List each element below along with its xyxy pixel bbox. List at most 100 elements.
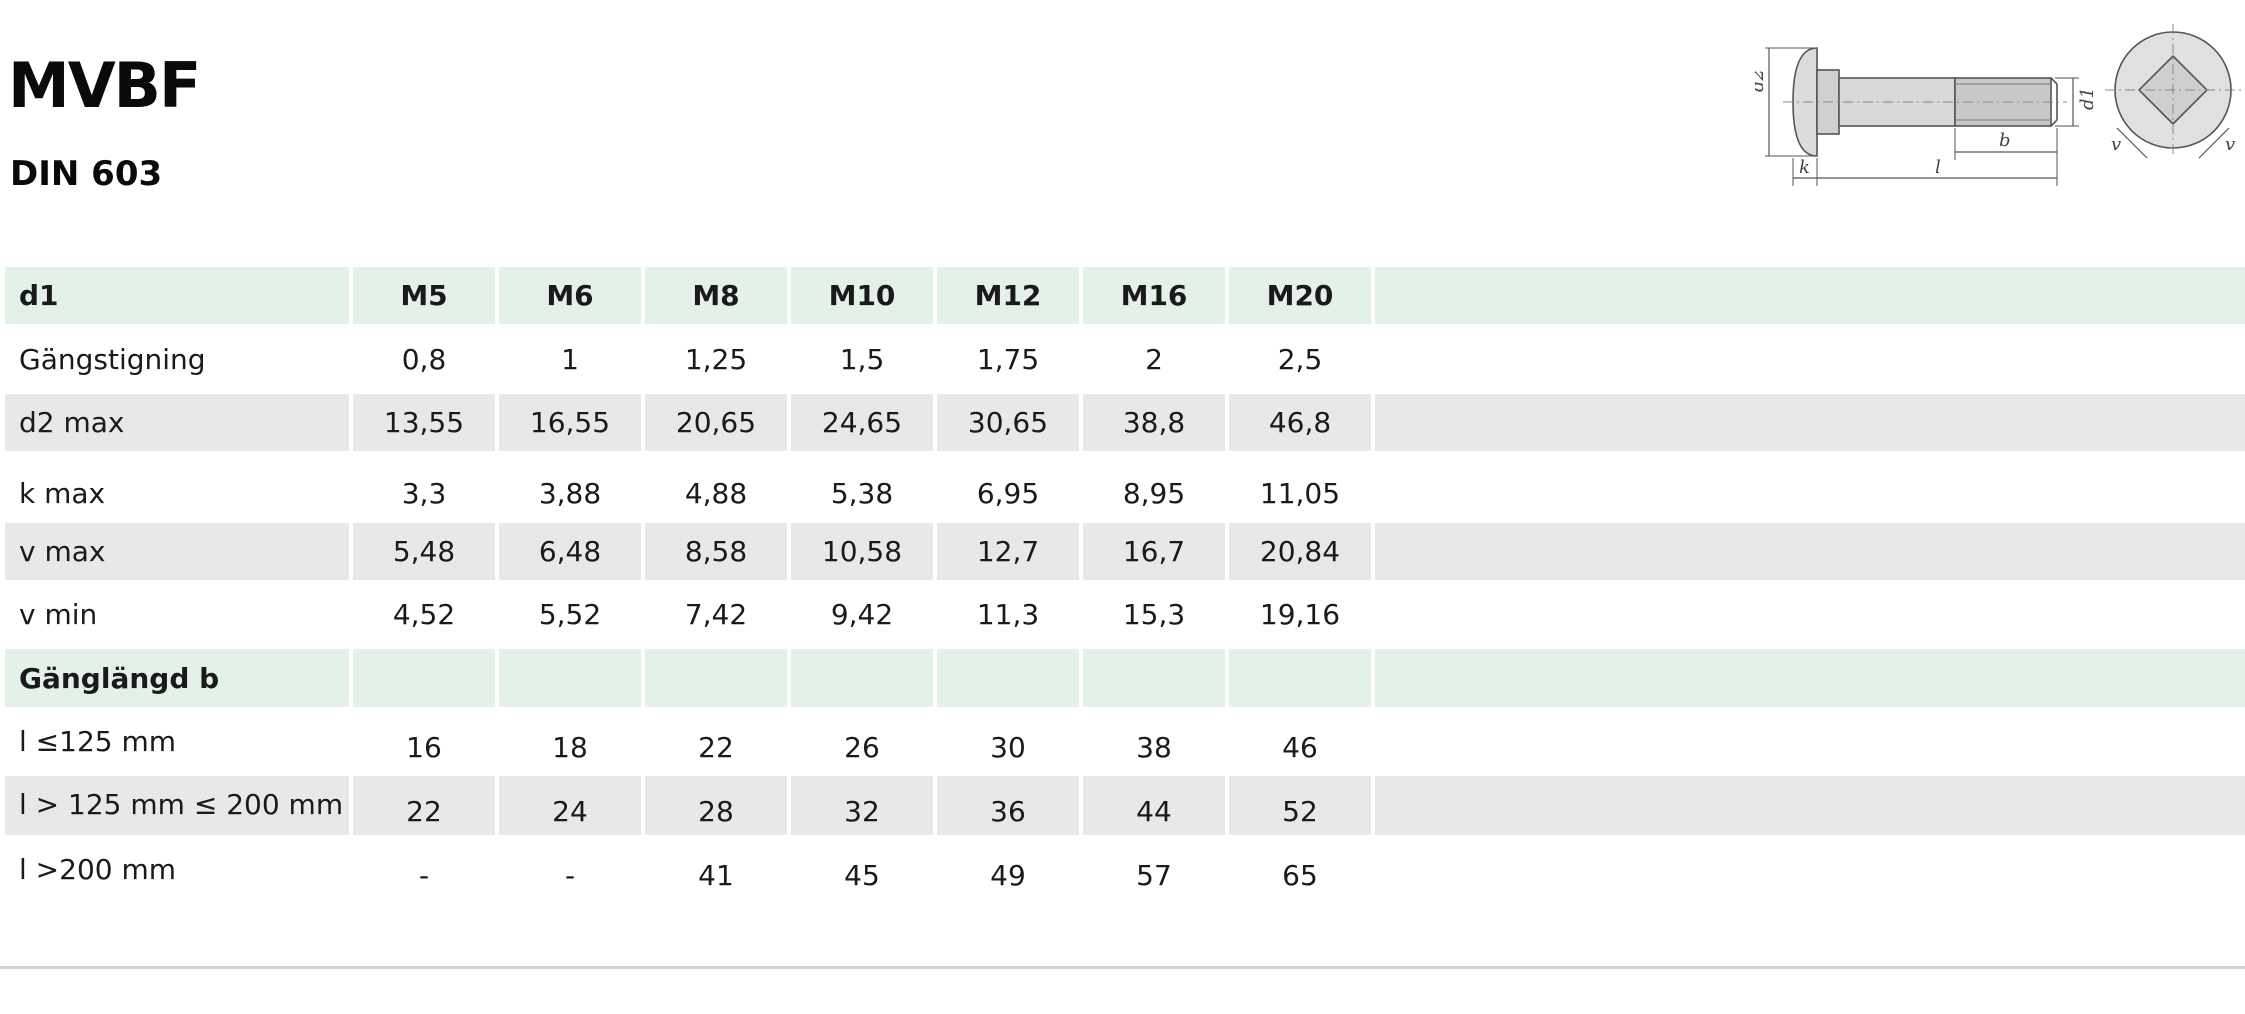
table-cell: 8,58	[645, 523, 787, 580]
table-cell: 1,25	[645, 330, 787, 388]
table-cell: 16	[353, 713, 495, 770]
bolt-side-view	[1765, 47, 2079, 186]
header-label: d1	[5, 267, 349, 324]
row-label: l >200 mm	[5, 841, 349, 898]
table-cell: 5,38	[791, 457, 933, 517]
b-label: b	[1999, 130, 2011, 151]
table-cell: 24	[499, 776, 641, 835]
row-label: v min	[5, 586, 349, 643]
row-filler	[1375, 586, 2245, 643]
table-cell: 4,88	[645, 457, 787, 517]
row-label: Gängstigning	[5, 330, 349, 388]
row-label: k max	[5, 457, 349, 517]
header-size: M6	[499, 267, 641, 324]
table-cell: 22	[353, 776, 495, 835]
header-size: M20	[1229, 267, 1371, 324]
table-cell: 38,8	[1083, 394, 1225, 451]
table-cell: 1,5	[791, 330, 933, 388]
table-cell: 9,42	[791, 586, 933, 643]
table-cell: 11,3	[937, 586, 1079, 643]
row-label: l > 125 mm ≤ 200 mm	[5, 776, 349, 835]
section-header-cell	[353, 649, 495, 707]
table-cell: 16,7	[1083, 523, 1225, 580]
table-cell: 6,48	[499, 523, 641, 580]
table-cell: 32	[791, 776, 933, 835]
table-cell: 2	[1083, 330, 1225, 388]
section-header-cell	[791, 649, 933, 707]
section-header-cell	[1229, 649, 1371, 707]
d1-label: d1	[2077, 87, 2098, 110]
table-cell: 7,42	[645, 586, 787, 643]
table-cell: 57	[1083, 841, 1225, 898]
row-filler	[1375, 776, 2245, 835]
table-cell: 1	[499, 330, 641, 388]
table-cell: 26	[791, 713, 933, 770]
table-cell: 38	[1083, 713, 1225, 770]
row-filler	[1375, 457, 2245, 517]
row-filler	[1375, 523, 2245, 580]
table-cell: 1,75	[937, 330, 1079, 388]
table-cell: 3,3	[353, 457, 495, 517]
section-header-cell	[1083, 649, 1225, 707]
row-label: v max	[5, 523, 349, 580]
table-cell: 22	[645, 713, 787, 770]
d2-label: d2	[1755, 69, 1768, 92]
table-cell: 20,65	[645, 394, 787, 451]
table-cell: 0,8	[353, 330, 495, 388]
table-cell: 44	[1083, 776, 1225, 835]
table-cell: 52	[1229, 776, 1371, 835]
table-cell: 45	[791, 841, 933, 898]
page-title: MVBF	[8, 49, 201, 122]
table-cell: 46,8	[1229, 394, 1371, 451]
header-size: M12	[937, 267, 1079, 324]
table-cell: 24,65	[791, 394, 933, 451]
row-filler	[1375, 713, 2245, 770]
header-size: M16	[1083, 267, 1225, 324]
table-cell: 3,88	[499, 457, 641, 517]
section-header-cell	[937, 649, 1079, 707]
row-filler	[1375, 394, 2245, 451]
header-size: M8	[645, 267, 787, 324]
row-filler	[1375, 841, 2245, 898]
table-cell: 5,48	[353, 523, 495, 580]
table-cell: 15,3	[1083, 586, 1225, 643]
l-label: l	[1935, 157, 1941, 178]
v-label-right: v	[2225, 134, 2235, 155]
table-cell: 8,95	[1083, 457, 1225, 517]
table-cell: 10,58	[791, 523, 933, 580]
table-cell: 41	[645, 841, 787, 898]
v-label-left: v	[2111, 134, 2121, 155]
section-header-cell	[499, 649, 641, 707]
header-size: M10	[791, 267, 933, 324]
table-cell: 65	[1229, 841, 1371, 898]
table-cell: 46	[1229, 713, 1371, 770]
section-header-label: Gänglängd b	[5, 649, 349, 707]
table-cell: 36	[937, 776, 1079, 835]
table-cell: 16,55	[499, 394, 641, 451]
table-cell: 2,5	[1229, 330, 1371, 388]
table-cell: 19,16	[1229, 586, 1371, 643]
table-cell: 11,05	[1229, 457, 1371, 517]
table-cell: 28	[645, 776, 787, 835]
bolt-technical-drawing: d2 d1 k l b v v	[1755, 24, 2241, 186]
row-label: d2 max	[5, 394, 349, 451]
table-cell: 30	[937, 713, 1079, 770]
table-cell: 12,7	[937, 523, 1079, 580]
table-cell: -	[499, 841, 641, 898]
table-cell: 5,52	[499, 586, 641, 643]
bolt-head-top-view	[2105, 24, 2241, 159]
section-header-cell	[645, 649, 787, 707]
k-label: k	[1799, 157, 1810, 178]
table-cell: 20,84	[1229, 523, 1371, 580]
table-cell: 49	[937, 841, 1079, 898]
section-header-filler	[1375, 649, 2245, 707]
table-cell: 30,65	[937, 394, 1079, 451]
table-cell: 13,55	[353, 394, 495, 451]
dimensions-table: d1 M5 M6 M8 M10 M12 M16 M20 Gängstigning…	[5, 267, 2245, 898]
table-cell: 18	[499, 713, 641, 770]
standard-subtitle: DIN 603	[10, 154, 163, 194]
table-cell: -	[353, 841, 495, 898]
table-cell: 6,95	[937, 457, 1079, 517]
header-filler	[1375, 267, 2245, 324]
header-size: M5	[353, 267, 495, 324]
